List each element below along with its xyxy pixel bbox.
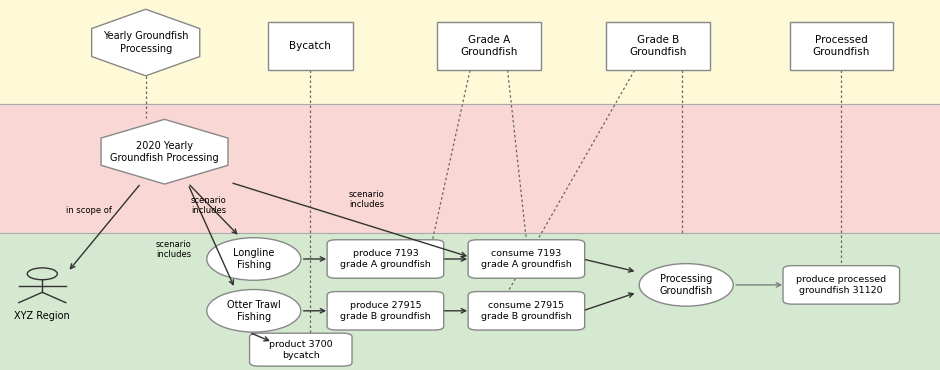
FancyBboxPatch shape [327, 240, 444, 278]
Polygon shape [101, 119, 227, 184]
FancyBboxPatch shape [783, 266, 900, 304]
Text: Otter Trawl
Fishing: Otter Trawl Fishing [227, 300, 281, 322]
Ellipse shape [639, 263, 733, 306]
Bar [0, 104, 940, 233]
Text: Longline
Fishing: Longline Fishing [233, 248, 274, 270]
Text: Processing
Groundfish: Processing Groundfish [660, 274, 713, 296]
FancyBboxPatch shape [250, 333, 352, 366]
Text: Processed
Groundfish: Processed Groundfish [812, 35, 870, 57]
Text: in scope of: in scope of [67, 206, 112, 215]
Text: product 3700
bycatch: product 3700 bycatch [269, 340, 333, 360]
FancyBboxPatch shape [606, 22, 710, 70]
Polygon shape [92, 9, 199, 76]
Text: Yearly Groundfish
Processing: Yearly Groundfish Processing [103, 31, 188, 54]
Text: scenario
includes: scenario includes [349, 190, 384, 209]
Text: consume 27915
grade B groundfish: consume 27915 grade B groundfish [481, 301, 572, 321]
FancyBboxPatch shape [468, 240, 585, 278]
Text: Bycatch: Bycatch [290, 41, 331, 51]
FancyBboxPatch shape [437, 22, 540, 70]
FancyBboxPatch shape [468, 292, 585, 330]
FancyBboxPatch shape [327, 292, 444, 330]
Text: scenario
includes: scenario includes [156, 240, 192, 259]
Text: scenario
includes: scenario includes [191, 196, 227, 215]
Text: produce processed
groundfish 31120: produce processed groundfish 31120 [796, 275, 886, 295]
Text: 2020 Yearly
Groundfish Processing: 2020 Yearly Groundfish Processing [110, 141, 219, 163]
FancyBboxPatch shape [790, 22, 893, 70]
FancyBboxPatch shape [268, 22, 352, 70]
Bar [0, 0, 940, 104]
Text: XYZ Region: XYZ Region [14, 311, 70, 321]
Bar [0, 233, 940, 370]
Text: consume 7193
grade A groundfish: consume 7193 grade A groundfish [481, 249, 572, 269]
Text: Grade B
Groundfish: Grade B Groundfish [629, 35, 687, 57]
Text: Grade A
Groundfish: Grade A Groundfish [460, 35, 518, 57]
Text: produce 7193
grade A groundfish: produce 7193 grade A groundfish [340, 249, 431, 269]
Ellipse shape [207, 289, 301, 332]
Text: produce 27915
grade B groundfish: produce 27915 grade B groundfish [340, 301, 431, 321]
Ellipse shape [207, 238, 301, 280]
